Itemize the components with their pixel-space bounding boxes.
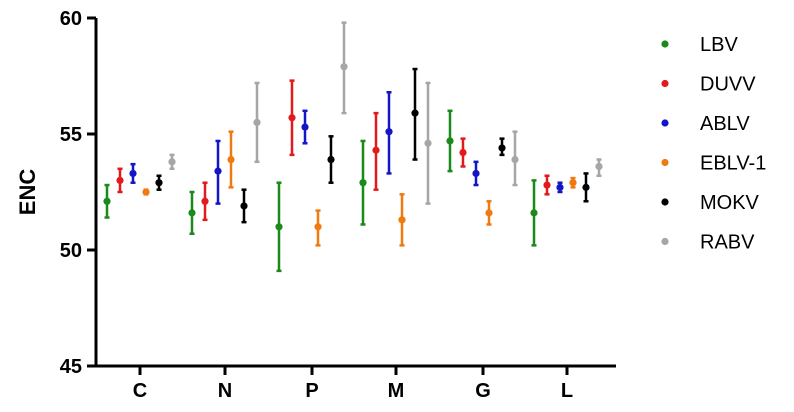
y-tick-label: 50: [60, 240, 82, 262]
series-eblv-1: [142, 130, 577, 247]
legend-item-lbv: LBV: [661, 34, 738, 56]
data-point: [398, 216, 406, 224]
legend-label: LBV: [700, 34, 738, 56]
series-rabv: [168, 21, 603, 205]
legend-item-duvv: DUVV: [661, 74, 756, 96]
data-point: [142, 188, 150, 196]
legend: LBV DUVV ABLV EBLV-1 MOKV RABV: [661, 34, 766, 254]
data-point: [327, 155, 335, 164]
y-axis-title: ENC: [15, 169, 40, 216]
x-tick-label: C: [133, 380, 147, 402]
data-marks: [103, 21, 603, 273]
data-point: [288, 114, 296, 122]
legend-marker: [661, 237, 669, 246]
legend-label: MOKV: [700, 192, 760, 214]
y-tick-label: 45: [60, 356, 82, 378]
y-tick-label: 55: [60, 124, 82, 146]
data-point: [569, 179, 577, 187]
legend-marker: [661, 40, 669, 48]
data-point: [168, 158, 176, 166]
legend-label: ABLV: [700, 113, 750, 135]
data-point: [155, 179, 163, 187]
data-point: [359, 179, 367, 187]
x-tick-label: M: [388, 380, 405, 402]
data-point: [372, 146, 380, 154]
legend-marker: [661, 158, 669, 167]
series-duvv: [116, 79, 551, 222]
series-lbv: [103, 109, 538, 273]
legend-label: EBLV-1: [700, 153, 766, 175]
data-point: [485, 209, 493, 217]
data-point: [498, 144, 506, 152]
legend-item-ablv: ABLV: [661, 113, 750, 135]
x-tick-label: N: [218, 380, 232, 402]
data-point: [595, 162, 603, 171]
x-tick-label: L: [561, 380, 573, 402]
legend-item-mokv: MOKV: [661, 192, 760, 214]
data-point: [116, 176, 124, 184]
data-point: [340, 63, 348, 71]
legend-label: DUVV: [700, 74, 756, 96]
x-tick-label: G: [475, 380, 491, 402]
data-point: [253, 118, 261, 126]
data-point: [314, 223, 322, 231]
legend-marker: [661, 198, 669, 206]
data-point: [472, 169, 480, 178]
legend-marker: [661, 119, 669, 127]
data-point: [411, 109, 419, 117]
legend-label: RABV: [700, 232, 755, 254]
series-mokv: [155, 67, 590, 224]
data-point: [227, 155, 235, 164]
data-point: [103, 197, 111, 205]
data-point: [556, 183, 564, 191]
data-point: [424, 139, 432, 147]
y-tick-label: 60: [60, 8, 82, 30]
legend-item-eblv-1: EBLV-1: [661, 153, 766, 175]
data-point: [530, 209, 538, 217]
legend-item-rabv: RABV: [661, 232, 755, 254]
data-point: [446, 137, 454, 145]
data-point: [188, 209, 196, 217]
data-point: [301, 123, 309, 131]
data-point: [582, 183, 590, 191]
legend-marker: [661, 79, 669, 88]
data-point: [240, 202, 248, 210]
data-point: [275, 223, 283, 231]
data-point: [459, 148, 467, 157]
x-tick-label: P: [305, 380, 318, 402]
data-point: [385, 128, 393, 136]
axes: 45 50 55 60 C N P M G L: [60, 8, 616, 402]
series-ablv: [129, 90, 564, 205]
data-point: [511, 155, 519, 164]
data-point: [543, 181, 551, 189]
data-point: [214, 167, 222, 175]
data-point: [201, 197, 209, 205]
data-point: [129, 169, 137, 178]
